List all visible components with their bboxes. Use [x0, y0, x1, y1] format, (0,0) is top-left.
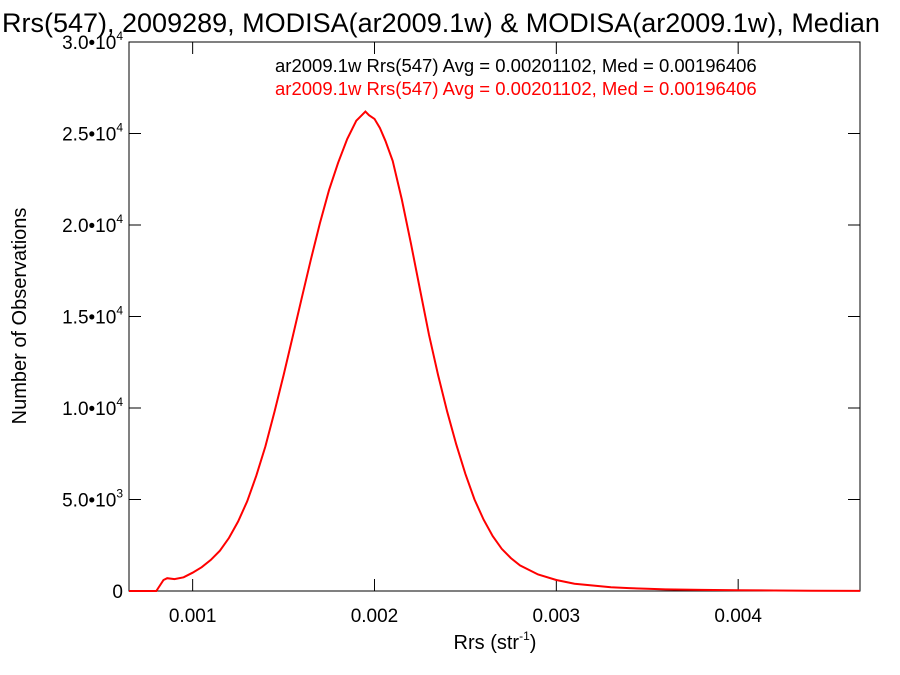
chart-title: Rrs(547), 2009289, MODISA(ar2009.1w) & M…: [2, 8, 880, 38]
x-tick-label: 0.004: [714, 606, 762, 627]
y-tick-label: 2.0•104: [62, 212, 123, 237]
x-axis-label: Rrs (str-1): [454, 629, 537, 654]
y-tick-label: 1.5•104: [62, 304, 123, 329]
y-axis-ticks: 0 5.0•103 1.0•104 1.5•104 2.0•104 2.5•104 3.0•…: [62, 29, 860, 603]
legend-entry-red: ar2009.1w Rrs(547) Avg = 0.00201102, Med…: [275, 78, 757, 99]
y-axis-label: Number of Observations: [9, 208, 31, 425]
y-tick-label: 0: [112, 582, 123, 603]
x-axis-label-superscript: -1: [519, 629, 530, 643]
x-tick-label: 0.002: [351, 606, 399, 627]
x-tick-label: 0.001: [169, 606, 217, 627]
y-tick-label: 1.0•104: [62, 395, 123, 420]
legend-entry-black: ar2009.1w Rrs(547) Avg = 0.00201102, Med…: [275, 55, 757, 76]
series-line: [129, 110, 861, 592]
y-tick-label: 2.5•104: [62, 121, 123, 146]
x-axis-ticks: 0.001 0.002 0.003 0.004: [169, 42, 762, 627]
y-tick-label: 5.0•103: [62, 487, 123, 512]
x-tick-label: 0.003: [533, 606, 581, 627]
y-tick-label: 3.0•104: [62, 29, 123, 54]
